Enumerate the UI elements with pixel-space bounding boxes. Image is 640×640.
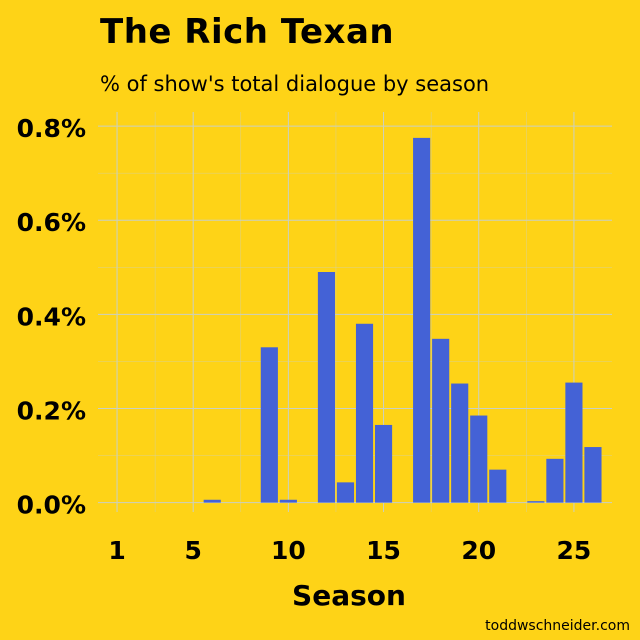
bar — [374, 424, 393, 503]
bar — [355, 323, 374, 503]
y-tick-label: 0.4% — [17, 302, 86, 331]
bar — [413, 137, 431, 503]
y-tick-label: 0.8% — [17, 114, 86, 143]
bars — [203, 137, 602, 503]
y-tick-labels: 0.0% 0.2% 0.4% 0.6% 0.8% — [17, 114, 86, 519]
bar — [317, 272, 336, 503]
gridlines — [98, 112, 612, 512]
chart-subtitle: % of show's total dialogue by season — [100, 72, 490, 96]
bar — [470, 415, 488, 503]
x-tick-label: 10 — [271, 536, 306, 565]
bar — [432, 338, 450, 503]
x-axis-title: Season — [292, 579, 406, 612]
x-tick-label: 15 — [366, 536, 401, 565]
y-tick-label: 0.0% — [17, 491, 86, 520]
bar — [451, 383, 469, 503]
bar — [489, 469, 507, 503]
x-tick-label: 20 — [461, 536, 496, 565]
bar — [565, 382, 583, 503]
bar — [584, 447, 602, 503]
credit-text: toddwschneider.com — [485, 618, 630, 634]
chart-title: The Rich Texan — [100, 12, 395, 52]
bar — [203, 499, 221, 503]
x-tick-labels: 1 5 10 15 20 25 — [108, 536, 591, 565]
bar — [527, 501, 545, 503]
bar — [260, 347, 278, 503]
x-tick-label: 25 — [557, 536, 592, 565]
bar — [279, 499, 297, 503]
x-tick-label: 5 — [184, 536, 201, 565]
y-tick-label: 0.6% — [17, 208, 86, 237]
bar — [546, 458, 564, 503]
x-tick-label: 1 — [108, 536, 125, 565]
bar — [336, 482, 355, 503]
y-tick-label: 0.2% — [17, 396, 86, 425]
